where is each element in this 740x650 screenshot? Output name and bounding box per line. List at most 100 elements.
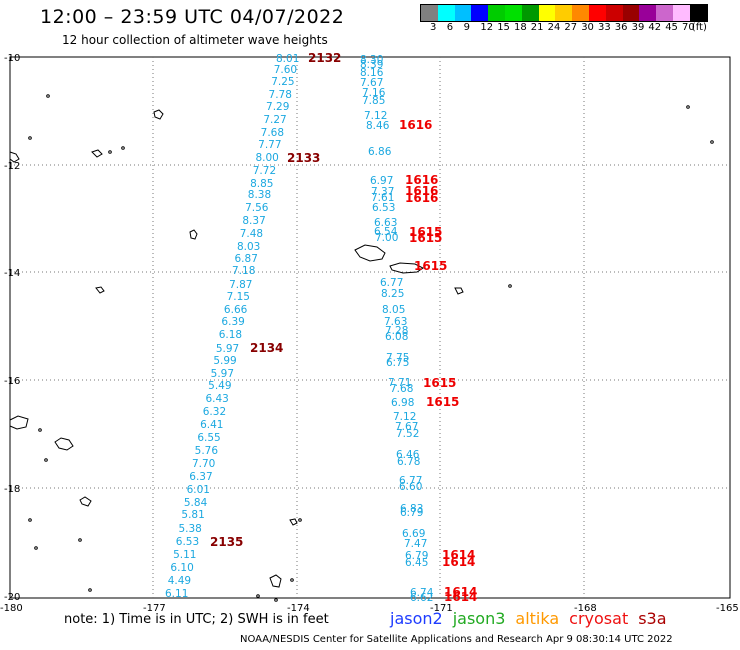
swh-value: 6.79: [405, 550, 428, 562]
swh-value: 6.18: [219, 329, 242, 341]
time-label: 1616: [405, 184, 438, 198]
legend-label: (ft): [691, 22, 707, 33]
swh-value: 7.72: [253, 165, 276, 177]
swh-value: 5.97: [216, 343, 239, 355]
swh-value: 7.63: [384, 316, 407, 328]
legend-label: 21: [530, 22, 544, 33]
swh-value: 8.46: [366, 120, 390, 132]
swh-value: 5.84: [184, 497, 208, 509]
swh-value: 6.86: [368, 146, 392, 158]
swh-value: 6.60: [399, 481, 422, 493]
swh-value: 7.61: [371, 192, 394, 204]
island-dot: [274, 598, 278, 602]
swh-value: 7.16: [362, 87, 386, 99]
swh-value: 7.37: [371, 186, 394, 198]
legend-label: 33: [598, 22, 611, 33]
swh-value: 7.18: [232, 265, 255, 277]
swh-value: 6.79: [400, 507, 423, 519]
lon-tick-label: -165: [716, 603, 739, 614]
island-outline: [91, 149, 103, 158]
island-dot: [686, 105, 690, 109]
lon-tick-label: -177: [143, 603, 166, 614]
swh-value: 8.30: [360, 54, 383, 66]
legend-swatch: [471, 5, 489, 21]
time-label: 2132: [308, 51, 341, 65]
swh-value: 7.00: [375, 232, 398, 244]
swh-value: 7.12: [393, 411, 416, 423]
island-dot: [121, 146, 125, 150]
swh-value: 8.16: [360, 67, 384, 79]
swh-value: 6.78: [397, 456, 420, 468]
lon-tick-label: -171: [430, 603, 453, 614]
legend-label: 70: [682, 22, 695, 33]
swh-value: 5.97: [211, 368, 234, 380]
satellite-name-altika: altika: [515, 609, 560, 628]
swh-value: 7.52: [396, 428, 419, 440]
swh-value: 7.12: [364, 110, 387, 122]
swh-value: 8.85: [250, 178, 273, 190]
island-outline: [354, 244, 386, 262]
swh-value: 7.68: [390, 383, 413, 395]
swh-value: 5.11: [173, 549, 196, 561]
swh-value: 6.62: [410, 592, 433, 604]
lon-tick-label: -180: [0, 603, 23, 614]
lat-tick-label: -14: [4, 268, 20, 279]
legend-label: 27: [564, 22, 578, 33]
island-outline: [9, 415, 29, 430]
island-outline: [289, 518, 298, 526]
swh-value: 5.49: [208, 380, 231, 392]
credit-line: NOAA/NESDIS Center for Satellite Applica…: [240, 634, 673, 645]
island-dot: [38, 428, 42, 432]
lat-tick-label: -20: [4, 592, 20, 603]
island-outline: [9, 151, 20, 163]
swh-value: 6.32: [203, 406, 226, 418]
swh-value: 6.74: [410, 587, 434, 599]
time-label: 1614: [444, 590, 477, 604]
swh-value: 7.25: [271, 76, 294, 88]
map-border: [9, 56, 731, 599]
lat-tick-label: -12: [4, 161, 20, 172]
swh-value: 6.77: [380, 277, 403, 289]
legend-swatch: [622, 5, 640, 21]
legend-label: 15: [497, 22, 510, 33]
time-label: 1614: [444, 585, 477, 599]
legend-swatch: [639, 5, 657, 21]
note-text: note: 1) Time is in UTC; 2) SWH is in fe…: [64, 612, 329, 627]
map-gridlines: [10, 57, 730, 598]
legend-swatch: [555, 5, 573, 21]
altimeter-tracks: 8.017.607.257.787.297.277.687.778.007.72…: [165, 51, 477, 604]
island-dot: [108, 150, 112, 154]
satellite-legend: jason2 jason3 altika cryosat s3a: [390, 609, 677, 628]
island-outline: [79, 496, 92, 507]
legend-swatch: [488, 5, 505, 21]
island-dot: [78, 538, 82, 542]
legend-swatch: [672, 5, 690, 21]
island-dot: [710, 140, 714, 144]
time-label: 1615: [426, 395, 459, 409]
time-label: 1615: [414, 259, 447, 273]
legend-label: 9: [463, 22, 470, 33]
legend-swatch: [605, 5, 623, 21]
swh-value: 6.83: [400, 503, 423, 515]
swh-value: 6.54: [374, 226, 398, 238]
swh-value: 8.38: [248, 189, 271, 201]
swh-value: 6.37: [189, 471, 212, 483]
island-outline: [95, 286, 105, 294]
swh-value: 7.15: [227, 291, 250, 303]
time-label: 1615: [409, 225, 442, 239]
swh-value: 8.37: [242, 215, 265, 227]
swh-value: 5.99: [213, 355, 236, 367]
color-legend-labels: 3 6 9 12 15 18 21 24 27 30 33 36 39 42 45 70 (ft): [420, 22, 730, 34]
swh-value: 6.53: [372, 202, 395, 214]
swh-value: 6.45: [405, 557, 428, 569]
island-outline: [54, 437, 74, 451]
swh-value: 6.75: [386, 357, 409, 369]
swh-value: 6.69: [402, 528, 425, 540]
legend-swatch: [689, 5, 707, 21]
swh-value: 6.97: [370, 175, 393, 187]
swh-value: 7.71: [388, 377, 411, 389]
swh-value: 6.98: [391, 397, 414, 409]
legend-label: 12: [480, 22, 494, 33]
swh-value: 6.66: [224, 304, 248, 316]
legend-label: 30: [581, 22, 594, 33]
